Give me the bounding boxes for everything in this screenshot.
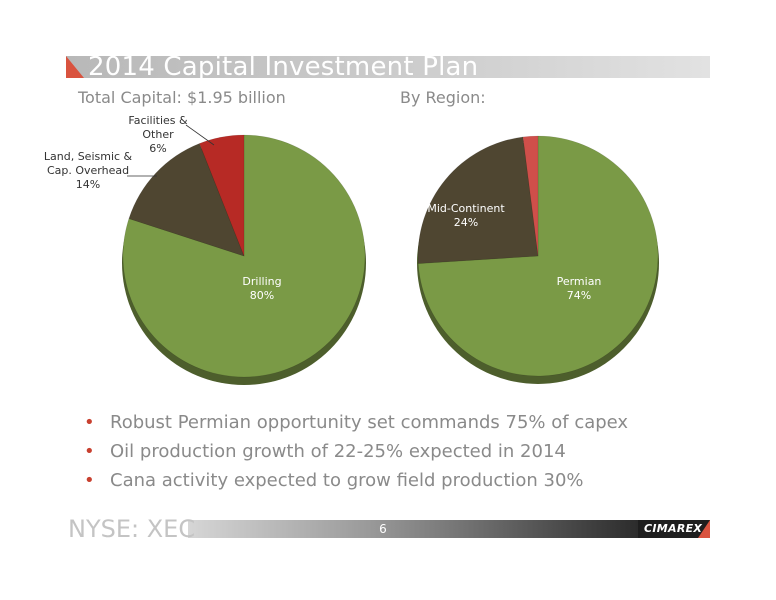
page-number: 6 xyxy=(379,522,387,536)
pie-slice xyxy=(522,135,539,257)
chart-title-by-region: By Region: xyxy=(400,88,486,107)
bullet-text: Oil production growth of 22-25% expected… xyxy=(110,441,566,462)
slice-label: Mid-Continent 24% xyxy=(427,202,505,229)
logo-accent-corner xyxy=(698,520,710,538)
slice-label-line: Land, Seismic & xyxy=(44,150,133,163)
logo-text: CIMAREX xyxy=(644,522,703,535)
slice-label-line: 14% xyxy=(76,178,100,191)
bullet-dot-icon: • xyxy=(84,412,95,433)
slice-label-line: Facilities & xyxy=(128,114,188,127)
title-accent-triangle xyxy=(66,56,84,78)
bullet-text: Cana activity expected to grow field pro… xyxy=(110,470,584,491)
slice-label: Land, Seismic & Cap. Overhead 14% xyxy=(44,150,133,191)
bullet-dot-icon: • xyxy=(84,470,95,491)
bullet-list: • Robust Permian opportunity set command… xyxy=(80,408,720,495)
bullet-item: • Oil production growth of 22-25% expect… xyxy=(80,437,720,466)
slice-label-line: Mid-Continent xyxy=(427,202,505,215)
slice-leader-line xyxy=(185,124,215,146)
pie-slice xyxy=(417,135,659,377)
footer-bar xyxy=(188,520,638,538)
slice-label: Permian 74% xyxy=(557,275,602,302)
bullet-text: Robust Permian opportunity set commands … xyxy=(110,412,629,433)
slice-label-line: 80% xyxy=(250,289,274,302)
pie-slice xyxy=(199,134,245,257)
company-logo: CIMAREX xyxy=(638,520,710,538)
slice-label-line: Permian xyxy=(557,275,602,288)
pie-slice xyxy=(417,136,539,264)
slice-label-line: Cap. Overhead xyxy=(47,164,129,177)
pie-slice xyxy=(128,143,245,257)
pie-slice xyxy=(122,134,366,378)
slice-label: Facilities & Other 6% xyxy=(128,114,188,155)
title-bar xyxy=(66,56,710,78)
slice-label-line: 74% xyxy=(567,289,591,302)
slice-label-line: Drilling xyxy=(242,275,281,288)
slice-label-line: 24% xyxy=(454,216,478,229)
slice-label-line: 6% xyxy=(149,142,166,155)
bullet-item: • Robust Permian opportunity set command… xyxy=(80,408,720,437)
slide-title: 2014 Capital Investment Plan xyxy=(88,52,479,82)
bullet-dot-icon: • xyxy=(84,441,95,462)
footer-ticker: NYSE: XEC xyxy=(68,515,196,543)
slice-label: Drilling 80% xyxy=(242,275,281,302)
slice-label-line: Other xyxy=(142,128,174,141)
pie-chart-1: Drilling 80% Land, Seismic & Cap. Overhead 1… xyxy=(44,114,366,385)
chart-title-total-capital: Total Capital: $1.95 billion xyxy=(78,88,286,107)
bullet-item: • Cana activity expected to grow field p… xyxy=(80,466,720,495)
pie-chart-2: Permian 74% Mid-Continent 24% xyxy=(417,135,659,384)
